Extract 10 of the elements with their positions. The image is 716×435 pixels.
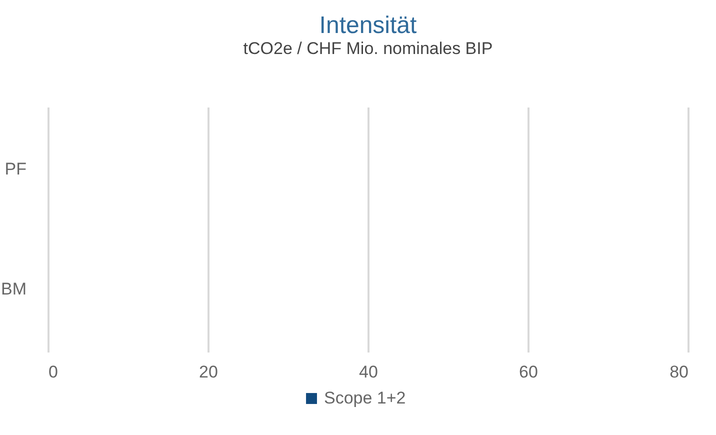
x-tick-label: 60 (519, 362, 538, 382)
x-tick-label: 0 (48, 362, 58, 382)
x-tick-label: 40 (359, 362, 378, 382)
legend-label: Scope 1+2 (324, 388, 406, 408)
y-tick-label: BM (1, 279, 26, 298)
chart-title: Intensität (319, 12, 418, 39)
chart-subtitle: tCO2e / CHF Mio. nominales BIP (243, 39, 493, 58)
y-tick-label: PF (4, 160, 26, 179)
x-tick-label: 80 (670, 362, 688, 382)
x-tick-label: 20 (199, 362, 218, 382)
